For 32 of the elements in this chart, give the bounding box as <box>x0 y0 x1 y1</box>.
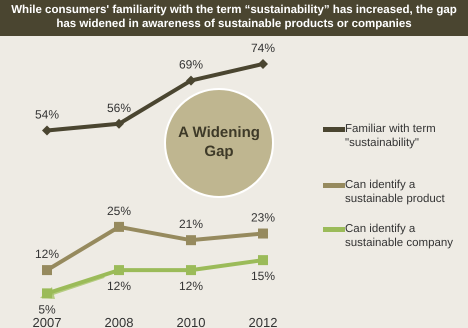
legend-label: Can identify a sustainable company <box>345 222 454 250</box>
data-label: 5% <box>38 302 56 316</box>
data-label: 56% <box>106 100 132 115</box>
legend-label: Familiar with term "sustainability" <box>345 122 437 150</box>
data-label: 23% <box>250 210 276 225</box>
data-label: 12% <box>106 279 132 294</box>
x-tick-label: 2007 <box>32 315 62 328</box>
point <box>186 76 196 86</box>
point <box>42 125 52 136</box>
data-label: 15% <box>250 269 276 284</box>
data-label: 54% <box>34 107 60 122</box>
data-label: 69% <box>178 58 204 72</box>
annotation: A Widening Gap <box>177 123 261 161</box>
legend-label: Can identify a sustainable product <box>345 178 446 206</box>
point <box>42 265 52 276</box>
point <box>258 228 268 239</box>
point <box>258 255 268 266</box>
point <box>114 265 124 276</box>
chart-title: While consumers' familiarity with the term “sustainability” has increased, the gap has widened in awareness of sustainable products or companies <box>0 0 468 36</box>
point <box>258 58 268 69</box>
point <box>114 118 124 129</box>
x-tick-label: 2012 <box>248 315 278 328</box>
point <box>186 235 196 246</box>
x-tick-label: 2008 <box>104 315 134 328</box>
data-label: 21% <box>178 217 204 232</box>
data-label: 74% <box>250 40 276 55</box>
data-label: 25% <box>106 204 132 218</box>
point <box>186 265 196 276</box>
x-tick-label: 2010 <box>176 315 206 328</box>
data-label: 12% <box>34 247 60 262</box>
point <box>114 222 124 232</box>
data-label: 12% <box>178 279 204 294</box>
